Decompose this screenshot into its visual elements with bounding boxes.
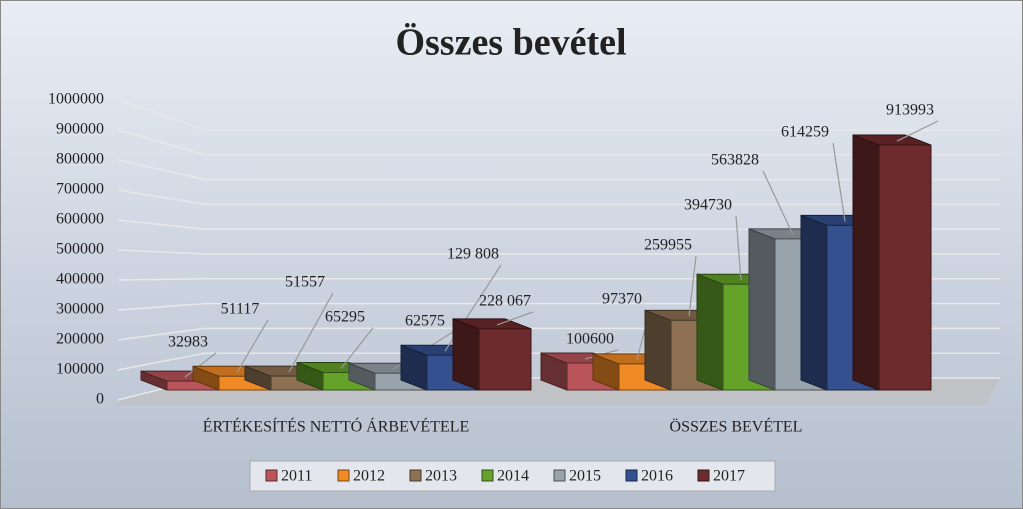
data-label: 259955 xyxy=(644,237,692,254)
x-tick-label: ÖSSZES BEVÉTEL xyxy=(670,417,803,436)
data-label: 614259 xyxy=(781,124,829,141)
legend-swatch xyxy=(481,469,494,482)
bar xyxy=(852,134,932,391)
data-label: 913993 xyxy=(886,102,934,119)
bar-face xyxy=(748,228,776,391)
grid-line xyxy=(117,159,1000,181)
bar-face xyxy=(878,144,932,391)
leader-line xyxy=(832,142,846,222)
legend-label: 2011 xyxy=(281,468,312,485)
y-tick-label: 700000 xyxy=(56,181,104,198)
y-tick-label: 600000 xyxy=(56,211,104,228)
data-label: 97370 xyxy=(602,291,642,308)
data-label: 51117 xyxy=(221,301,260,318)
legend-label: 2015 xyxy=(569,468,601,485)
data-label: 100600 xyxy=(566,331,614,348)
bar xyxy=(452,318,532,391)
y-tick-label: 1000000 xyxy=(48,91,104,108)
data-label: 65295 xyxy=(325,309,365,326)
legend-swatch xyxy=(337,469,350,482)
y-tick-label: 400000 xyxy=(56,271,104,288)
bar-face xyxy=(452,318,480,391)
legend-label: 2014 xyxy=(497,468,529,485)
bar-face xyxy=(800,214,828,391)
y-tick-label: 100000 xyxy=(56,361,104,378)
data-label: 228 067 xyxy=(479,293,531,310)
legend-swatch xyxy=(265,469,278,482)
grid-line xyxy=(117,249,1000,255)
grid-line xyxy=(117,219,1000,230)
y-tick-label: 300000 xyxy=(56,301,104,318)
leader-line xyxy=(735,215,742,281)
legend-label: 2016 xyxy=(641,468,673,485)
y-tick-label: 900000 xyxy=(56,121,104,138)
y-tick-label: 800000 xyxy=(56,151,104,168)
leader-line xyxy=(688,255,697,317)
bar-face xyxy=(696,273,724,391)
legend-swatch xyxy=(409,469,422,482)
leader-line xyxy=(184,352,217,378)
grid-line xyxy=(117,99,1000,131)
data-label: 62575 xyxy=(405,313,445,330)
leader-line xyxy=(236,319,269,373)
data-label: 394730 xyxy=(684,197,732,214)
chart-title: Összes bevétel xyxy=(395,22,626,64)
y-tick-label: 0 xyxy=(96,391,104,408)
y-tick-label: 200000 xyxy=(56,331,104,348)
legend-label: 2017 xyxy=(713,468,745,485)
data-label: 51557 xyxy=(285,274,325,291)
bar-face xyxy=(852,134,880,391)
legend-label: 2013 xyxy=(425,468,457,485)
leader-line xyxy=(762,170,794,236)
leader-line xyxy=(896,120,939,142)
bar-face xyxy=(478,328,532,391)
legend-swatch xyxy=(625,469,638,482)
legend-swatch xyxy=(697,469,710,482)
leader-line xyxy=(288,292,334,373)
grid-line xyxy=(117,129,1000,156)
leader-line xyxy=(340,327,374,369)
bar-face xyxy=(644,309,672,391)
x-tick-label: ÉRTÉKESÍTÉS NETTÓ ÁRBEVÉTELE xyxy=(203,417,470,436)
legend-swatch xyxy=(553,469,566,482)
data-label: 563828 xyxy=(711,152,759,169)
grid-line xyxy=(117,189,1000,206)
leader-line xyxy=(496,311,534,326)
y-tick-label: 500000 xyxy=(56,241,104,258)
legend-label: 2012 xyxy=(353,468,385,485)
data-label: 129 808 xyxy=(447,246,499,263)
data-label: 32983 xyxy=(168,334,208,351)
